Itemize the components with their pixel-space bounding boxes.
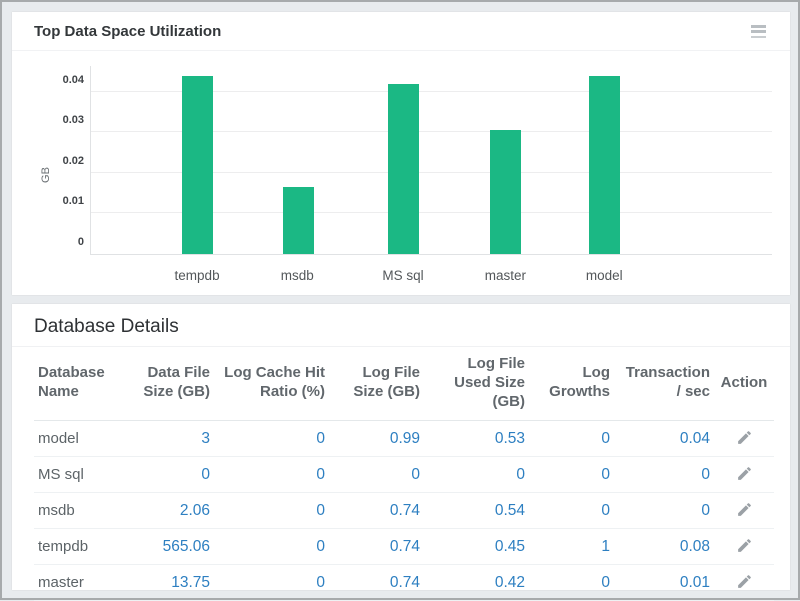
column-header-log-file-size-gb: Log File Size (GB) bbox=[329, 347, 424, 422]
value-cell: 0 bbox=[529, 420, 614, 458]
pencil-edit-icon[interactable] bbox=[732, 499, 757, 520]
column-header-database-name: Database Name bbox=[34, 347, 119, 422]
value-cell: 0 bbox=[614, 492, 714, 530]
bar-tempdb[interactable] bbox=[182, 75, 214, 254]
table-header-row: Database Name Data File Size (GB) Log Cach… bbox=[34, 347, 774, 422]
database-name-cell: master bbox=[34, 564, 119, 601]
database-name-cell: MS sql bbox=[34, 456, 119, 494]
table-row-tempdb: tempdb 565.06 0 0.74 0.45 1 0.08 bbox=[34, 528, 774, 566]
hamburger-menu-icon[interactable] bbox=[751, 25, 766, 38]
y-tick-label: 0 bbox=[77, 236, 84, 248]
value-cell: 0 bbox=[119, 456, 214, 494]
bar-master[interactable] bbox=[490, 130, 522, 254]
value-cell: 0.53 bbox=[424, 420, 529, 458]
value-cell: 0.99 bbox=[329, 420, 424, 458]
y-tick-label: 0.01 bbox=[62, 195, 84, 208]
bar-msdb[interactable] bbox=[282, 187, 314, 254]
value-cell: 0 bbox=[529, 456, 614, 494]
chart-title: Top Data Space Utilization bbox=[34, 23, 222, 40]
chart-panel-header: Top Data Space Utilization bbox=[12, 12, 790, 51]
x-axis-label-tempdb: tempdb bbox=[174, 268, 220, 283]
column-header-log-cache-hit-ratio: Log Cache Hit Ratio (%) bbox=[214, 347, 329, 422]
value-cell: 0.08 bbox=[614, 528, 714, 566]
bar-model[interactable] bbox=[588, 75, 620, 254]
value-cell: 0 bbox=[214, 528, 329, 566]
y-tick-label: 0.02 bbox=[62, 154, 84, 167]
column-header-transaction-sec: Transaction / sec bbox=[614, 347, 714, 422]
value-cell: 0.54 bbox=[424, 492, 529, 530]
value-cell: 0.74 bbox=[329, 528, 424, 566]
bar-chart: GB 0 0.01 0.02 0.03 0.04 tempdb msdb MS sql mas… bbox=[12, 54, 790, 295]
value-cell: 0 bbox=[529, 564, 614, 601]
x-axis-label-master: master bbox=[484, 268, 526, 283]
gridline bbox=[91, 90, 772, 92]
chart-plot-area: 0 0.01 0.02 0.03 0.04 bbox=[63, 66, 772, 255]
table-row-model: model 3 0 0.99 0.53 0 0.04 bbox=[34, 420, 774, 458]
chart-panel: Top Data Space Utilization GB 0 0.01 0.02 0… bbox=[12, 12, 790, 295]
table-panel: Database Details Database Name Data File … bbox=[12, 304, 790, 601]
value-cell: 0.74 bbox=[329, 564, 424, 601]
value-cell: 2.06 bbox=[119, 492, 214, 530]
database-name-cell: msdb bbox=[34, 492, 119, 530]
database-name-cell: tempdb bbox=[34, 528, 119, 566]
value-cell: 0.04 bbox=[614, 420, 714, 458]
gridline bbox=[91, 171, 772, 173]
value-cell: 0 bbox=[214, 420, 329, 458]
value-cell: 0.45 bbox=[424, 528, 529, 566]
value-cell: 0 bbox=[614, 456, 714, 494]
column-header-log-growths: Log Growths bbox=[529, 347, 614, 422]
pencil-edit-icon[interactable] bbox=[732, 427, 757, 448]
value-cell: 0 bbox=[214, 564, 329, 601]
pencil-edit-icon[interactable] bbox=[732, 571, 757, 592]
column-header-data-file-size-gb: Data File Size (GB) bbox=[119, 347, 214, 422]
pencil-edit-icon[interactable] bbox=[732, 535, 757, 556]
value-cell: 0.42 bbox=[424, 564, 529, 601]
gridline bbox=[91, 212, 772, 214]
x-axis-label-ms-sql: MS sql bbox=[382, 268, 424, 283]
table-row-ms-sql: MS sql 0 0 0 0 0 0 bbox=[34, 456, 774, 494]
value-cell: 13.75 bbox=[119, 564, 214, 601]
y-tick-label: 0.03 bbox=[62, 114, 84, 127]
y-axis-title: GB bbox=[39, 166, 52, 183]
pencil-edit-icon[interactable] bbox=[732, 463, 757, 484]
value-cell: 0 bbox=[214, 456, 329, 494]
database-details-table: Database Name Data File Size (GB) Log Cach… bbox=[34, 347, 774, 601]
bar-ms-sql[interactable] bbox=[388, 83, 420, 254]
value-cell: 0 bbox=[529, 492, 614, 530]
gridline bbox=[91, 131, 772, 133]
value-cell: 0 bbox=[214, 492, 329, 530]
value-cell: 3 bbox=[119, 420, 214, 458]
value-cell: 565.06 bbox=[119, 528, 214, 566]
database-name-cell: model bbox=[34, 420, 119, 458]
value-cell: 0.74 bbox=[329, 492, 424, 530]
column-header-action: Action bbox=[714, 347, 774, 422]
table-row-master: master 13.75 0 0.74 0.42 0 0.01 bbox=[34, 564, 774, 601]
value-cell: 0 bbox=[424, 456, 529, 494]
y-tick-label: 0.04 bbox=[62, 73, 84, 86]
value-cell: 1 bbox=[529, 528, 614, 566]
table-title: Database Details bbox=[12, 304, 790, 347]
column-header-log-file-used-size-gb: Log File Used Size (GB) bbox=[424, 347, 529, 422]
x-axis-label-msdb: msdb bbox=[280, 268, 314, 283]
value-cell: 0.01 bbox=[614, 564, 714, 601]
table-row-msdb: msdb 2.06 0 0.74 0.54 0 0 bbox=[34, 492, 774, 530]
x-axis-label-model: model bbox=[585, 268, 623, 283]
value-cell: 0 bbox=[329, 456, 424, 494]
